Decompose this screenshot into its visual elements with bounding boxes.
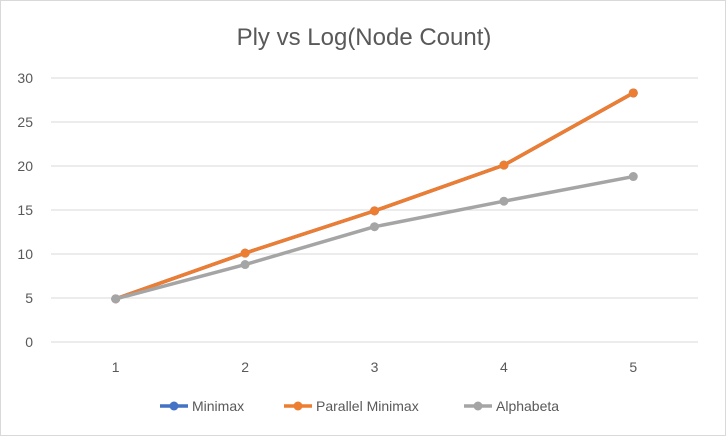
series-lines xyxy=(111,88,638,304)
y-tick-label: 15 xyxy=(17,202,33,218)
data-point xyxy=(628,88,638,98)
y-tick-label: 10 xyxy=(17,246,33,262)
legend: Minimax Parallel Minimax Alphabeta xyxy=(160,398,559,414)
x-tick-label: 3 xyxy=(371,359,379,375)
x-tick-label: 4 xyxy=(500,359,508,375)
series-parallel-minimax xyxy=(111,88,638,304)
y-tick-label: 5 xyxy=(25,290,33,306)
x-axis-ticks: 1 2 3 4 5 xyxy=(112,359,638,375)
data-point xyxy=(499,196,509,206)
series-alphabeta xyxy=(111,172,638,304)
y-tick-label: 30 xyxy=(17,70,33,86)
x-tick-label: 5 xyxy=(629,359,637,375)
data-point xyxy=(111,294,121,304)
data-point xyxy=(240,260,250,270)
legend-item: Alphabeta xyxy=(464,398,559,414)
y-tick-label: 25 xyxy=(17,114,33,130)
data-point xyxy=(370,206,379,216)
gridlines xyxy=(51,77,698,343)
y-tick-label: 20 xyxy=(17,158,33,174)
legend-item: Minimax xyxy=(160,398,244,414)
y-tick-label: 0 xyxy=(25,334,33,350)
legend-label: Alphabeta xyxy=(496,398,559,414)
y-axis-ticks: 0 5 10 15 20 25 30 xyxy=(17,70,33,350)
legend-item: Parallel Minimax xyxy=(284,398,419,414)
data-point xyxy=(499,160,509,170)
x-tick-label: 2 xyxy=(241,359,249,375)
legend-label: Minimax xyxy=(192,398,244,414)
chart-title: Ply vs Log(Node Count) xyxy=(237,24,492,51)
series-line xyxy=(113,91,636,301)
legend-label: Parallel Minimax xyxy=(316,398,419,414)
data-point xyxy=(628,172,638,182)
series-line xyxy=(113,174,636,301)
legend-swatch-marker xyxy=(169,401,179,411)
legend-swatch-marker xyxy=(473,401,483,411)
legend-swatch-marker xyxy=(293,401,303,411)
x-tick-label: 1 xyxy=(112,359,120,375)
series-line xyxy=(113,91,636,301)
data-point xyxy=(240,248,250,258)
data-point xyxy=(370,222,379,232)
